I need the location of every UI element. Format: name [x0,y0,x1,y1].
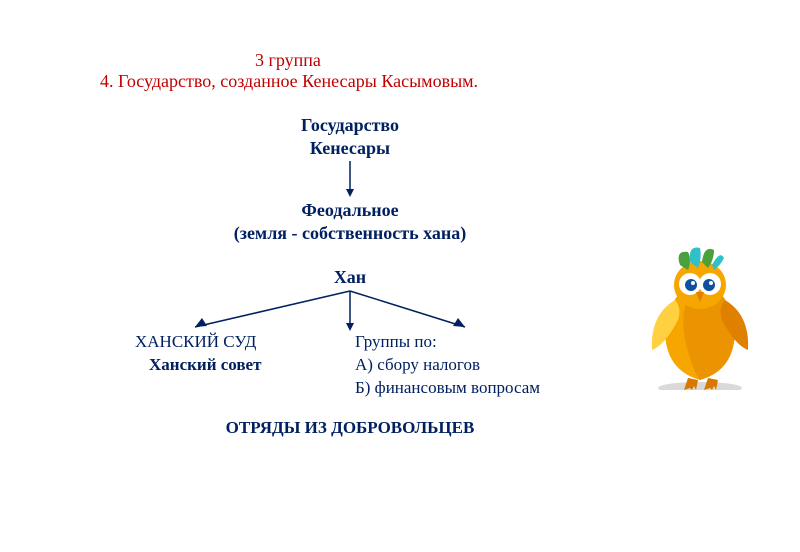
branch-right: Группы по: А) сбору налогов Б) финансовы… [355,331,565,400]
branch-left: ХАНСКИЙ СУД Ханский совет [135,331,335,400]
branch-left-line2: Ханский совет [149,354,261,377]
node-feudal-line2: (земля - собственность хана) [100,222,600,245]
owl-icon [640,240,760,390]
question-title: 4. Государство, созданное Кенесары Касым… [100,71,600,92]
node-state-line1: Государство [100,114,600,137]
branch-right-line1: Группы по: [355,331,565,354]
branch-row: ХАНСКИЙ СУД Ханский совет Группы по: А) … [135,331,565,400]
branch-arrows [135,289,565,333]
node-feudal: Феодальное (земля - собственность хана) [100,199,600,246]
branch-left-line1: ХАНСКИЙ СУД [135,331,335,354]
node-state: Государство Кенесары [100,114,600,161]
node-state-line2: Кенесары [100,137,600,160]
arrow-1 [100,161,600,197]
branch-right-line2: А) сбору налогов [355,354,565,377]
node-feudal-line1: Феодальное [100,199,600,222]
branch-right-line3: Б) финансовым вопросам [355,377,565,400]
slide-content: 3 группа 4. Государство, созданное Кенес… [100,50,600,438]
group-title: 3 группа [255,50,600,71]
node-khan: Хан [100,266,600,289]
node-volunteers: ОТРЯДЫ ИЗ ДОБРОВОЛЬЦЕВ [100,418,600,438]
